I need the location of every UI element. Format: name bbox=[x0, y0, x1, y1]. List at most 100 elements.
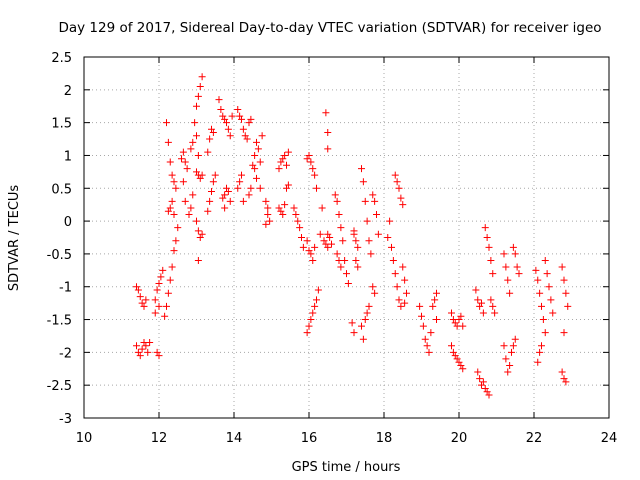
data-point bbox=[170, 211, 178, 219]
data-point bbox=[179, 178, 187, 186]
data-point bbox=[206, 135, 214, 143]
data-point bbox=[258, 132, 266, 140]
data-point bbox=[239, 197, 247, 205]
data-point bbox=[185, 211, 193, 219]
data-point bbox=[343, 270, 350, 278]
data-point bbox=[397, 302, 405, 310]
data-point bbox=[266, 217, 274, 225]
data-point bbox=[277, 158, 285, 166]
data-point bbox=[181, 158, 189, 166]
data-point bbox=[397, 194, 405, 202]
data-point bbox=[365, 237, 373, 245]
data-point bbox=[204, 148, 212, 156]
data-point bbox=[194, 92, 202, 100]
data-point bbox=[367, 250, 375, 258]
data-point bbox=[163, 302, 170, 310]
x-tick-label: 12 bbox=[151, 431, 168, 446]
data-point bbox=[305, 151, 313, 159]
data-point bbox=[226, 197, 234, 205]
data-point bbox=[511, 335, 519, 343]
data-point bbox=[333, 197, 341, 205]
x-tick-label: 20 bbox=[451, 431, 468, 446]
data-point bbox=[264, 204, 272, 212]
data-point bbox=[352, 237, 360, 245]
data-point bbox=[564, 302, 572, 310]
data-point bbox=[153, 286, 161, 294]
data-point bbox=[223, 119, 230, 127]
data-point bbox=[283, 184, 290, 192]
data-point bbox=[313, 296, 320, 304]
data-point bbox=[558, 368, 566, 376]
data-point bbox=[393, 283, 401, 291]
data-point bbox=[545, 283, 553, 291]
data-point bbox=[157, 273, 165, 281]
data-point bbox=[358, 322, 365, 330]
data-point bbox=[303, 329, 311, 337]
data-point bbox=[168, 197, 176, 205]
data-point bbox=[479, 378, 487, 386]
data-point bbox=[416, 302, 424, 310]
data-point bbox=[239, 125, 247, 133]
data-point bbox=[361, 197, 369, 205]
data-point bbox=[455, 316, 463, 324]
data-point bbox=[279, 211, 287, 219]
data-point bbox=[294, 217, 302, 225]
data-point bbox=[536, 348, 544, 356]
data-point bbox=[515, 270, 523, 278]
data-point bbox=[187, 204, 195, 212]
data-point bbox=[241, 132, 249, 140]
data-point bbox=[159, 266, 167, 274]
data-point bbox=[134, 348, 142, 356]
data-point bbox=[361, 316, 369, 324]
data-point bbox=[418, 312, 425, 320]
data-point bbox=[221, 191, 229, 199]
data-point bbox=[296, 224, 304, 232]
data-point bbox=[303, 155, 311, 163]
data-point bbox=[138, 345, 146, 353]
data-point bbox=[228, 112, 236, 120]
data-point bbox=[221, 115, 229, 123]
data-point bbox=[337, 224, 345, 232]
data-point bbox=[427, 329, 435, 337]
data-point bbox=[208, 188, 215, 196]
data-point bbox=[193, 217, 200, 225]
data-point bbox=[459, 365, 467, 373]
data-point bbox=[487, 296, 495, 304]
data-point bbox=[474, 368, 482, 376]
data-point bbox=[206, 197, 214, 205]
data-point bbox=[451, 352, 459, 360]
data-point bbox=[153, 348, 161, 356]
data-point bbox=[305, 247, 313, 255]
data-point bbox=[164, 138, 172, 146]
data-point bbox=[504, 368, 512, 376]
data-point bbox=[284, 148, 292, 156]
y-tick-label: 2 bbox=[64, 84, 72, 99]
data-point bbox=[536, 289, 544, 297]
data-point bbox=[305, 322, 313, 330]
data-point bbox=[198, 171, 206, 179]
data-point bbox=[193, 168, 200, 176]
data-point bbox=[457, 361, 465, 369]
data-point bbox=[538, 342, 545, 350]
data-point bbox=[164, 207, 172, 215]
data-point bbox=[290, 204, 298, 212]
data-point bbox=[309, 309, 317, 317]
data-point bbox=[322, 109, 330, 117]
data-point bbox=[374, 230, 382, 238]
data-point bbox=[196, 234, 204, 241]
data-point bbox=[191, 119, 199, 127]
data-point bbox=[459, 322, 467, 330]
data-point bbox=[509, 342, 517, 350]
data-point bbox=[256, 184, 264, 192]
data-point bbox=[204, 207, 212, 215]
data-point bbox=[433, 289, 440, 297]
data-point bbox=[172, 184, 180, 192]
data-point bbox=[359, 178, 367, 186]
x-tick-label: 24 bbox=[601, 431, 618, 446]
data-point bbox=[534, 358, 542, 366]
data-point bbox=[155, 279, 163, 287]
data-point bbox=[509, 243, 517, 251]
data-point bbox=[179, 148, 187, 156]
data-point bbox=[211, 171, 219, 179]
data-point bbox=[281, 151, 289, 159]
